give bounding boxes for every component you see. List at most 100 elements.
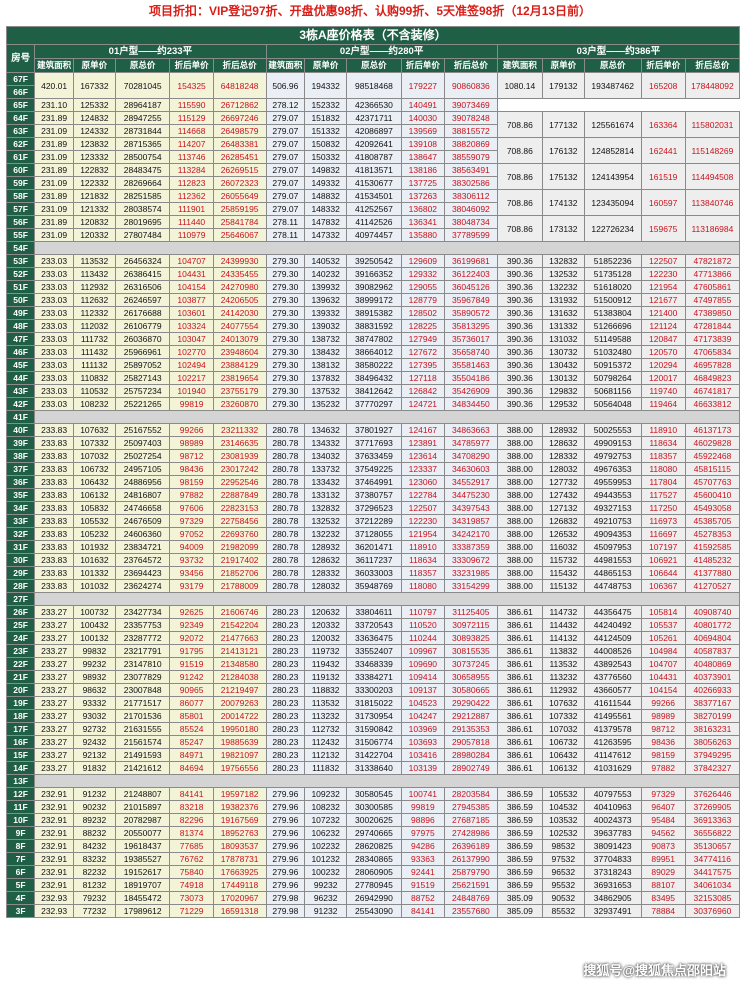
price-cell: 41147612 <box>583 748 642 762</box>
price-cell: 390.36 <box>496 293 543 307</box>
price-cell: 38046092 <box>443 202 498 216</box>
table-row: 61F 231.09 123332 28500754 113746 26285451 279… <box>5 150 740 164</box>
price-cell: 92349 <box>169 618 214 632</box>
price-cell: 97329 <box>640 787 686 801</box>
price-cell: 43660577 <box>583 683 642 697</box>
price-cell: 21491593 <box>114 748 171 762</box>
price-cell: 280.23 <box>265 657 306 671</box>
price-cell: 385.09 <box>496 904 543 918</box>
price-cell: 26697246 <box>212 111 267 125</box>
floor-label: 65F <box>5 98 36 112</box>
price-cell: 128779 <box>400 293 445 307</box>
price-cell: 39250542 <box>346 254 402 268</box>
price-cell: 100732 <box>72 605 116 619</box>
price-cell: 37212289 <box>346 514 402 528</box>
price-cell: 129055 <box>400 280 445 294</box>
price-cell: 97532 <box>541 852 585 866</box>
floor-label: 63F <box>5 124 36 138</box>
price-cell: 35967849 <box>443 293 498 307</box>
floor-label: 23F <box>5 644 36 658</box>
price-cell: 39073469 <box>443 98 498 112</box>
price-cell: 150332 <box>304 150 348 164</box>
price-cell: 33309672 <box>443 553 498 567</box>
price-cell: 233.83 <box>34 553 74 567</box>
price-cell: 117527 <box>640 488 686 502</box>
price-cell: 390.36 <box>496 371 543 385</box>
price-cell: 107197 <box>640 540 686 554</box>
table-row: 44F 233.03 110832 25827143 102217 23819654 279… <box>5 371 740 385</box>
price-cell: 506.96 <box>265 72 306 99</box>
price-cell: 113532 <box>541 657 585 671</box>
price-cell: 137532 <box>304 384 348 398</box>
price-cell: 40801772 <box>684 618 740 632</box>
floor-label: 12F <box>5 787 36 801</box>
table-row: 38F 233.83 107032 25027254 98712 23081939 280.… <box>5 449 740 463</box>
price-cell: 233.27 <box>34 696 74 710</box>
price-cell: 128932 <box>541 423 585 437</box>
price-cell: 135880 <box>400 228 445 242</box>
price-cell: 127132 <box>541 501 585 515</box>
price-cell: 78884 <box>640 904 686 918</box>
price-cell: 106432 <box>541 748 585 762</box>
price-cell: 44865153 <box>583 566 642 580</box>
price-cell: 17020967 <box>212 891 267 905</box>
unit02-header: 02户型——约280平 <box>265 44 498 59</box>
price-cell: 123832 <box>72 137 116 151</box>
price-cell: 233.83 <box>34 540 74 554</box>
price-cell: 112823 <box>169 176 214 190</box>
price-cell: 47281844 <box>684 319 740 333</box>
price-cell: 140030 <box>400 111 445 125</box>
price-cell: 44981553 <box>583 553 642 567</box>
price-cell: 36201471 <box>346 540 402 554</box>
price-cell: 50564048 <box>583 397 642 411</box>
price-cell: 120832 <box>72 215 116 229</box>
price-cell: 25827143 <box>114 371 171 385</box>
price-cell: 121677 <box>640 293 686 307</box>
price-cell: 116973 <box>640 514 686 528</box>
price-cell: 137263 <box>400 189 445 203</box>
price-cell: 96407 <box>640 800 686 814</box>
price-cell: 98436 <box>640 735 686 749</box>
price-cell: 24606360 <box>114 527 171 541</box>
price-cell: 43776560 <box>583 670 642 684</box>
table-row: 51F 233.03 112932 26316506 104154 24270980 279… <box>5 280 740 294</box>
table-row: 14F 233.27 91832 21421612 84694 19756556 280.2… <box>5 761 740 775</box>
price-cell: 21982099 <box>212 540 267 554</box>
table-row: 20F 233.27 98632 23007848 90965 21219497 280.2… <box>5 683 740 697</box>
price-cell: 21852706 <box>212 566 267 580</box>
price-cell: 32153085 <box>684 891 740 905</box>
price-cell: 34630603 <box>443 462 498 476</box>
price-cell: 280.78 <box>265 475 306 489</box>
price-cell: 112932 <box>541 683 585 697</box>
price-cell: 278.12 <box>265 98 306 112</box>
price-cell: 279.30 <box>265 358 306 372</box>
price-cell: 386.59 <box>496 826 543 840</box>
price-cell: 75840 <box>169 865 214 879</box>
price-cell: 41485232 <box>684 553 740 567</box>
price-cell: 37128055 <box>346 527 402 541</box>
price-cell: 24142030 <box>212 306 267 320</box>
table-row: 21F 233.27 98932 23077829 91242 21284038 280.2… <box>5 670 740 684</box>
floor-label: 24F <box>5 631 36 645</box>
price-cell: 167332 <box>72 72 116 99</box>
price-cell: 385.09 <box>496 891 543 905</box>
price-cell: 122726234 <box>583 215 642 242</box>
column-header: 建筑面积 <box>265 58 306 73</box>
price-cell: 19618437 <box>114 839 171 853</box>
price-cell: 41142526 <box>346 215 402 229</box>
price-cell: 114732 <box>541 605 585 619</box>
floor-label: 60F <box>5 163 36 177</box>
price-cell: 51383804 <box>583 306 642 320</box>
price-cell: 120847 <box>640 332 686 346</box>
price-cell: 120570 <box>640 345 686 359</box>
price-cell: 129332 <box>400 267 445 281</box>
price-cell: 31815022 <box>346 696 402 710</box>
price-cell: 47173839 <box>684 332 740 346</box>
floor-label: 31F <box>5 540 36 554</box>
price-cell: 122507 <box>400 501 445 515</box>
price-cell: 99266 <box>169 423 214 437</box>
price-cell: 28483475 <box>114 163 171 177</box>
price-cell: 280.23 <box>265 644 306 658</box>
price-cell: 30020625 <box>346 813 402 827</box>
column-header: 折后总价 <box>212 58 267 73</box>
